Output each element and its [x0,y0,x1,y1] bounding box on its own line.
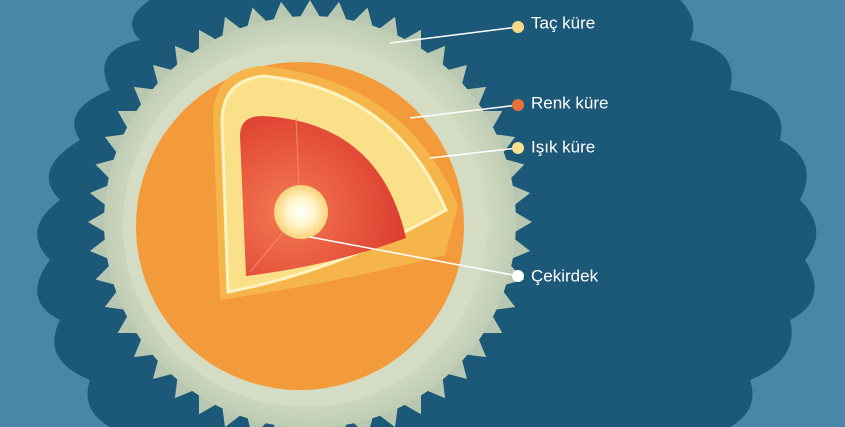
label-dot [512,270,524,282]
core [274,185,328,239]
label-dot [512,21,524,33]
label-dot [512,99,524,111]
sun-diagram: Taç küre Renk küre Işık küre Çekirdek [0,0,845,427]
label: Taç küre [531,13,595,32]
label: Işık küre [531,137,595,156]
label-dot [512,142,524,154]
label: Renk küre [531,93,608,112]
label: Çekirdek [531,266,599,285]
